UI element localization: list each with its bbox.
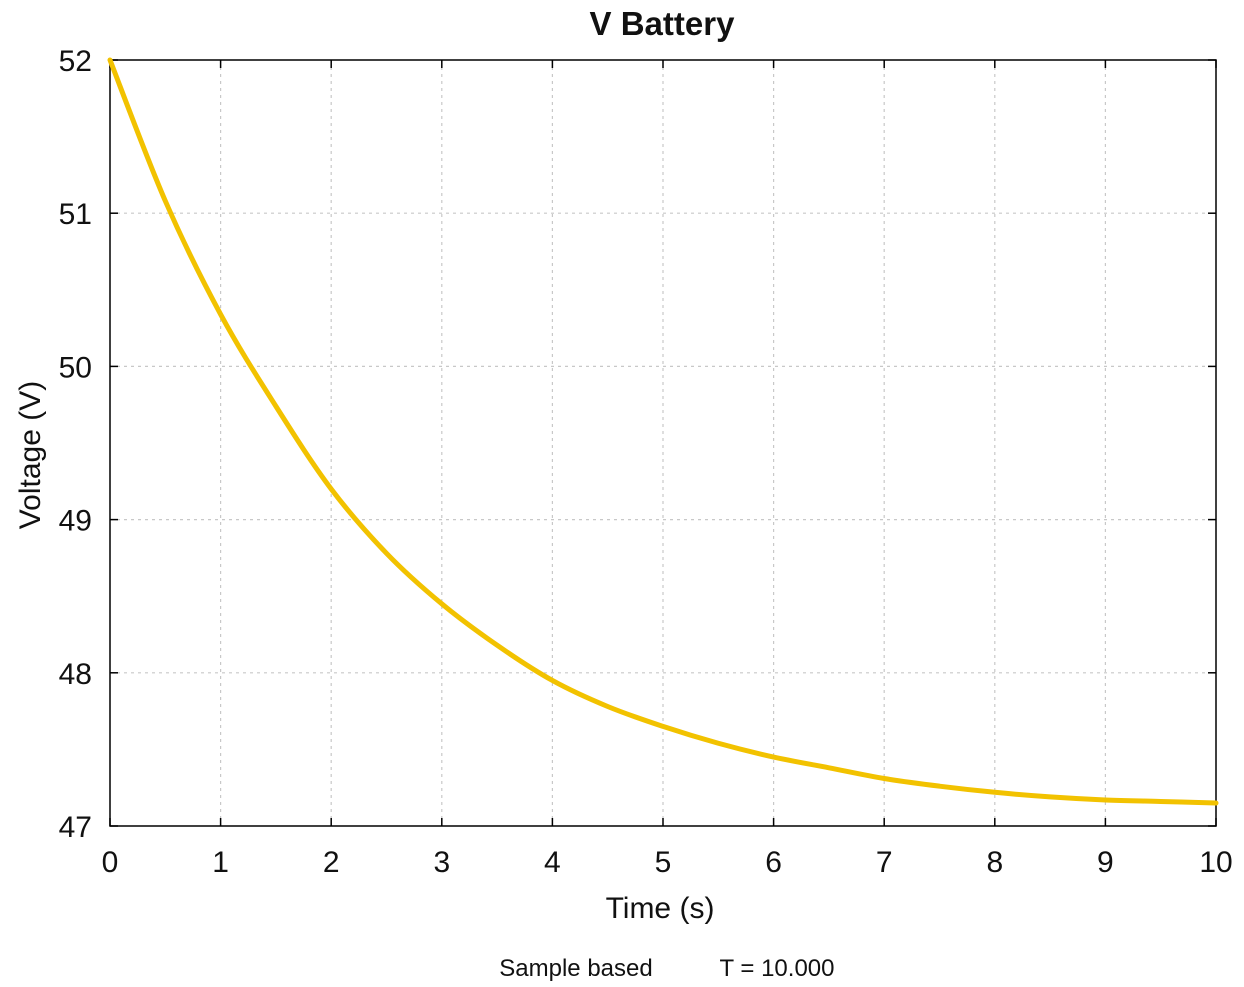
x-tick-label: 4 — [544, 846, 561, 879]
chart-title: V Battery — [590, 5, 736, 42]
x-axis-label: Time (s) — [606, 892, 715, 925]
y-tick-label: 49 — [59, 505, 92, 538]
x-tick-label: 2 — [323, 846, 340, 879]
footer-mode-label: Sample based — [499, 955, 652, 982]
plot-frame — [109, 59, 1217, 827]
tick-labels: 0 1 2 3 4 5 6 7 8 9 10 47 48 49 50 51 52 — [59, 45, 1233, 879]
x-tick-label: 1 — [212, 846, 229, 879]
tick-marks — [109, 59, 1217, 827]
x-tick-label: 10 — [1199, 846, 1232, 879]
y-tick-label: 48 — [59, 658, 92, 691]
y-tick-label: 52 — [59, 45, 92, 78]
x-tick-label: 8 — [986, 846, 1003, 879]
series-layer — [107, 57, 1219, 806]
x-tick-label: 5 — [655, 846, 672, 879]
y-tick-label: 47 — [59, 811, 92, 844]
x-tick-label: 6 — [765, 846, 782, 879]
y-tick-label: 50 — [59, 351, 92, 384]
x-tick-label: 0 — [102, 846, 119, 879]
x-tick-label: 7 — [876, 846, 893, 879]
x-tick-label: 9 — [1097, 846, 1114, 879]
footer-time-label: T = 10.000 — [720, 955, 835, 982]
x-tick-label: 3 — [433, 846, 450, 879]
grid-lines — [110, 60, 1216, 826]
y-axis-label: Voltage (V) — [14, 381, 47, 529]
series-line — [107, 57, 1219, 806]
y-tick-label: 51 — [59, 198, 92, 231]
